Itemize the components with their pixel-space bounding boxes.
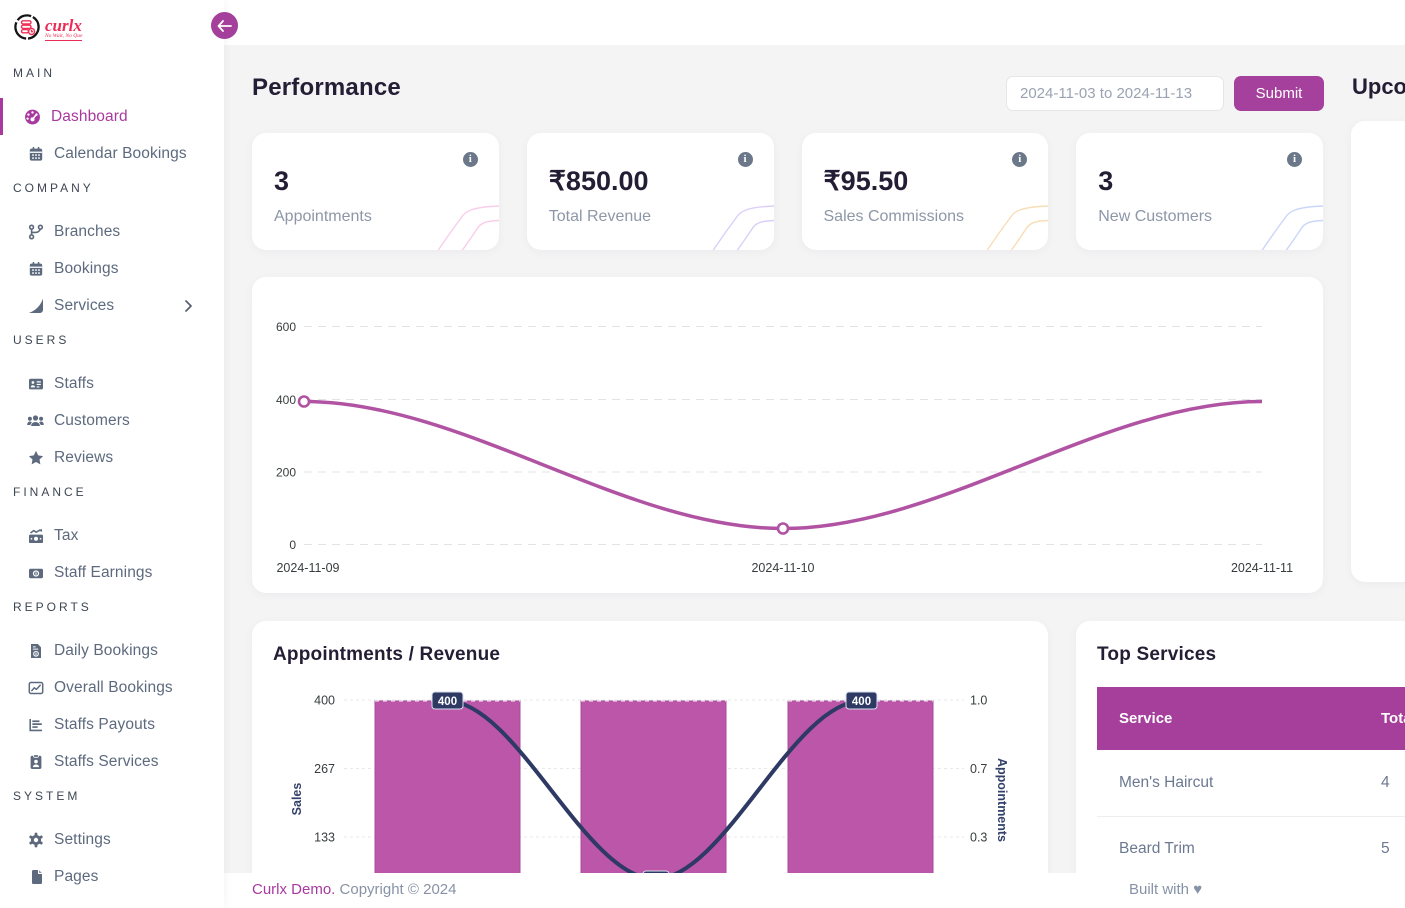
svg-text:Appointments: Appointments <box>995 758 1009 842</box>
svg-text:1.0: 1.0 <box>970 694 987 708</box>
svg-text:0.3: 0.3 <box>970 831 987 845</box>
svg-text:0: 0 <box>289 538 296 552</box>
svg-text:2024-11-09: 2024-11-09 <box>276 561 339 575</box>
svg-text:2024-11-10: 2024-11-10 <box>751 561 814 575</box>
svg-text:600: 600 <box>276 320 296 334</box>
svg-text:400: 400 <box>314 694 335 708</box>
svg-text:2024-11-11: 2024-11-11 <box>1231 561 1293 575</box>
svg-text:133: 133 <box>314 831 335 845</box>
svg-text:0.7: 0.7 <box>970 762 987 776</box>
svg-text:400: 400 <box>438 696 457 708</box>
svg-text:400: 400 <box>852 696 871 708</box>
svg-text:400: 400 <box>276 393 296 407</box>
svg-text:267: 267 <box>314 762 335 776</box>
svg-text:200: 200 <box>276 466 296 480</box>
svg-text:Sales: Sales <box>290 783 304 816</box>
